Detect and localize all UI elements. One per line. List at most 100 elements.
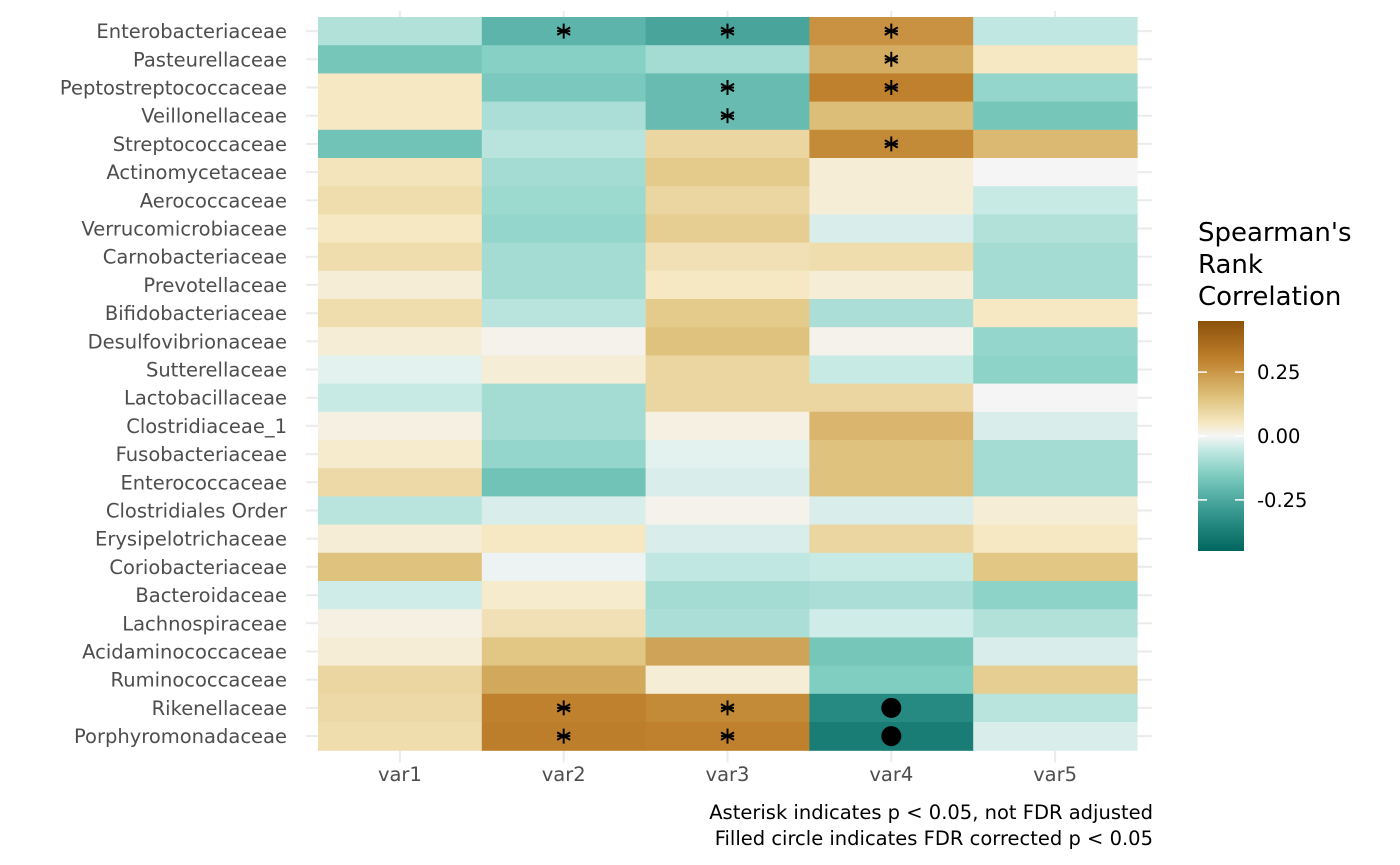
heatmap-cell (973, 45, 1138, 74)
fdr-significant-circle (881, 726, 902, 747)
y-tick-label: Clostridiales Order (106, 500, 288, 523)
y-tick-label: Prevotellaceae (143, 274, 287, 297)
heatmap-cell (809, 101, 974, 131)
significant-asterisk (720, 728, 735, 744)
heatmap-cell (973, 468, 1138, 497)
y-tick-label: Peptostreptococcaceae (60, 77, 287, 100)
heatmap-cell (645, 214, 810, 244)
y-tick-label: Erysipelotrichaceae (95, 528, 287, 551)
heatmap-cell (318, 665, 483, 695)
heatmap-cell (318, 581, 483, 610)
y-axis-tick-labels: Enterobacteriaceae Pasteurellaceae Peptost… (60, 20, 288, 748)
heatmap-cell (318, 214, 483, 244)
heatmap-cell (809, 637, 974, 667)
heatmap-cell (973, 383, 1138, 413)
heatmap-cell (645, 411, 810, 441)
significant-asterisk (720, 80, 735, 95)
heatmap-cell (645, 299, 810, 328)
heatmap-cell (973, 270, 1138, 300)
y-tick-label: Bifidobacteriaceae (105, 302, 287, 325)
y-tick-label: Sutterellaceae (146, 359, 287, 382)
heatmap-cell (645, 609, 810, 638)
heatmap-cell (809, 581, 974, 610)
heatmap-cell (809, 468, 974, 497)
heatmap-cell (481, 270, 647, 300)
significant-asterisk (556, 700, 571, 716)
heatmap-cell (318, 45, 483, 74)
heatmap-cell (318, 722, 483, 751)
heatmap-cell (481, 552, 647, 582)
heatmap-cell (809, 186, 974, 215)
y-tick-label: Desulfovibrionaceae (88, 330, 287, 353)
heatmap-cell (973, 581, 1138, 610)
heatmap-cell (481, 299, 647, 328)
legend-title: Spearman's Rank Correlation (1198, 218, 1352, 312)
heatmap-cell (481, 496, 647, 526)
heatmap-cell (481, 73, 647, 103)
significant-asterisk (556, 23, 571, 39)
heatmap-cell (973, 186, 1138, 215)
heatmap-cell (318, 17, 483, 46)
y-tick-label: Rikenellaceae (152, 697, 287, 720)
heatmap-cell (645, 327, 810, 356)
caption-line: Asterisk indicates p < 0.05, not FDR adj… (709, 801, 1153, 824)
heatmap-cell (973, 101, 1138, 131)
heatmap-cell (318, 327, 483, 356)
heatmap-cell (809, 242, 974, 272)
heatmap-cell (318, 440, 483, 469)
heatmap-cell (318, 73, 483, 103)
significant-asterisk (720, 23, 735, 39)
heatmap-cell (481, 468, 647, 497)
heatmap-cell (809, 411, 974, 441)
heatmap-cell (318, 693, 483, 723)
heatmap-cell (318, 609, 483, 638)
significant-asterisk (884, 136, 899, 152)
heatmap-cell (973, 665, 1138, 695)
y-tick-label: Coriobacteriaceae (109, 556, 287, 579)
heatmap-cell (645, 45, 810, 74)
y-tick-label: Lactobacillaceae (124, 387, 287, 410)
x-axis-tick-labels: var1 var2 var3 var4 var5 (378, 763, 1077, 786)
heatmap-cell (973, 327, 1138, 356)
heatmap-cell (318, 129, 483, 159)
heatmap-cell (809, 327, 974, 356)
x-tick-label: var3 (706, 763, 750, 786)
heatmap-cell (481, 214, 647, 244)
heatmap-cell (973, 609, 1138, 638)
heatmap-cell (645, 270, 810, 300)
heatmap-cell (973, 496, 1138, 526)
fdr-significant-circle (881, 697, 902, 718)
heatmap-cell (481, 129, 647, 159)
heatmap-cell (809, 270, 974, 300)
heatmap-cell (318, 637, 483, 667)
heatmap-cell (645, 242, 810, 272)
significant-asterisk (556, 728, 571, 744)
heatmap-cell (481, 101, 647, 131)
heatmap-cell (809, 355, 974, 385)
heatmap-cell (318, 355, 483, 385)
heatmap-cell (481, 383, 647, 413)
heatmap-cell (318, 552, 483, 582)
heatmap-cell (318, 299, 483, 328)
heatmap-cell (645, 158, 810, 187)
heatmap-cell (645, 355, 810, 385)
y-tick-label: Verrucomicrobiaceae (81, 218, 287, 241)
heatmap-cells (318, 17, 1138, 751)
significant-asterisk (884, 23, 899, 39)
x-tick-label: var1 (378, 763, 422, 786)
heatmap-cell (318, 468, 483, 497)
significance-markers (556, 23, 902, 747)
y-tick-label: Carnobacteriaceae (103, 246, 287, 269)
heatmap-cell (809, 440, 974, 469)
x-tick-label: var4 (869, 763, 913, 786)
heatmap-cell (973, 73, 1138, 103)
significant-asterisk (720, 700, 735, 716)
heatmap-cell (645, 383, 810, 413)
heatmap-cell (973, 411, 1138, 441)
heatmap-cell (481, 665, 647, 695)
heatmap-cell (973, 722, 1138, 751)
color-legend: Spearman's Rank Correlation 0.25 0.00 -0.25 (1198, 218, 1352, 551)
heatmap-cell (645, 468, 810, 497)
heatmap-cell (481, 186, 647, 215)
significant-asterisk (884, 51, 899, 67)
